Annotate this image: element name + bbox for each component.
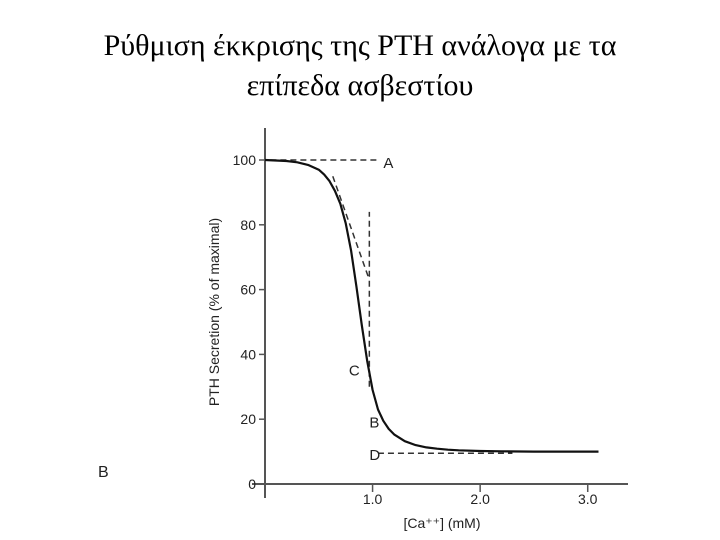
y-tick-label: 0 [248, 476, 256, 492]
y-tick-label: 100 [233, 152, 257, 168]
y-axis-title: PTH Secretion (% of maximal) [206, 218, 222, 406]
chart-axes [252, 128, 628, 498]
chart-annotations [270, 159, 513, 454]
annotation-label-a: A [383, 155, 393, 172]
y-tick-label: 60 [240, 282, 256, 298]
annotation-label-d: D [369, 447, 380, 464]
x-tick-label: 2.0 [470, 491, 490, 507]
x-tick-label: 3.0 [578, 491, 598, 507]
slide-title-line-1: Ρύθμιση έκκρισης της PTH ανάλογα με τα [103, 29, 617, 62]
x-tick-label: 1.0 [363, 491, 383, 507]
y-tick-label: 40 [240, 346, 256, 362]
x-axis-title: [Ca⁺⁺] (mM) [404, 515, 481, 531]
figure-panel-label: B [98, 464, 109, 481]
y-tick-label: 80 [240, 217, 256, 233]
chart-labels: 0 20 40 60 80 100 1.0 2.0 3.0 [Ca⁺⁺] (mM) PTH Secr… [206, 152, 598, 531]
annotation-label-c: C [349, 363, 360, 380]
series-line-0 [264, 158, 599, 453]
dashed-slope-line [332, 175, 371, 281]
chart-series [264, 158, 599, 453]
y-tick-label: 20 [240, 411, 256, 427]
slide-title: Ρύθμιση έκκρισης της PTH ανάλογα με τα ε… [0, 26, 720, 106]
annotation-label-b: B [369, 414, 379, 431]
slide-title-line-2: επίπεδα ασβεστίου [246, 69, 474, 102]
